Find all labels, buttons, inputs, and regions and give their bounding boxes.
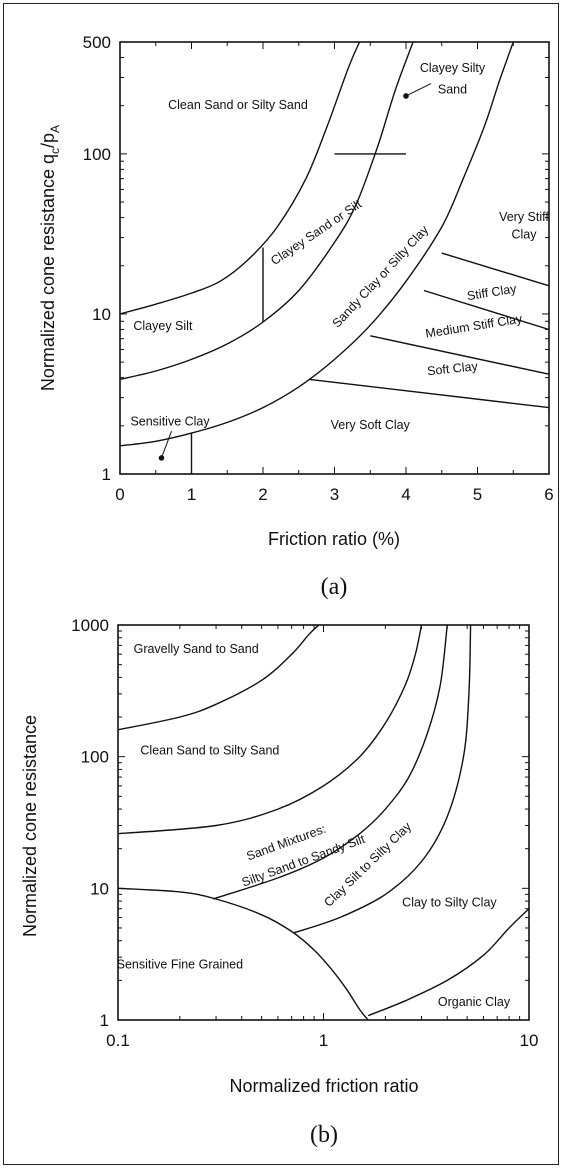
x-tick-label: 0.1 — [106, 1031, 130, 1050]
y-tick-label: 100 — [83, 145, 111, 164]
y-tick-label: 500 — [83, 33, 111, 52]
tick-marks-a — [119, 41, 550, 475]
x-axis-label-b: Normalized friction ratio — [229, 1076, 418, 1096]
marker-leader — [405, 83, 432, 97]
zone-boundaries-a — [119, 41, 550, 474]
x-axis-label-a: Friction ratio (%) — [268, 529, 400, 549]
zone-label: Organic Clay — [438, 995, 511, 1009]
y-tick-label: 10 — [92, 305, 111, 324]
zone-label: Sensitive Fine Grained — [117, 958, 244, 972]
zone-label: Sensitive Clay — [130, 415, 210, 429]
marker-dot — [403, 93, 409, 99]
zone-label: Very Stiff — [499, 210, 549, 224]
markers-a — [158, 83, 432, 461]
zone-label: Clay — [511, 228, 537, 242]
marker-dot — [158, 455, 165, 461]
x-tick-label: 3 — [330, 485, 339, 504]
zone-labels-b: Gravelly Sand to Sand Clean Sand to Silty… — [117, 642, 511, 1009]
zone-label: Clean Sand to Silty Sand — [140, 744, 279, 758]
zone-boundaries-b — [117, 624, 530, 1021]
x-tick-label: 1 — [319, 1031, 328, 1050]
zone-label: Gravelly Sand to Sand — [134, 642, 259, 656]
zone-boundary — [119, 41, 414, 381]
zone-label: Clayey Sand or Silt — [268, 197, 364, 268]
y-tick-label: 1000 — [71, 616, 109, 635]
zone-labels-a: Clean Sand or Silty Sand Clayey Silty Sand… — [130, 61, 549, 432]
zone-boundary — [423, 289, 550, 331]
y-axis-label-a: Normalized cone resistance qc/pA — [38, 125, 62, 391]
tick-marks-b — [117, 624, 530, 1021]
zone-label: Sand — [438, 82, 467, 96]
zone-boundary — [293, 624, 472, 934]
zone-label: Clean Sand or Silty Sand — [168, 98, 308, 112]
x-tick-label: 10 — [520, 1031, 539, 1050]
zone-boundary — [117, 887, 369, 1021]
zone-label: Clay Silt to Silty Clay — [321, 819, 414, 910]
zone-label: Clayey Silty — [420, 61, 486, 75]
zone-boundary — [367, 908, 530, 1017]
zone-label: Medium Stiff Clay — [424, 312, 523, 341]
x-tick-label: 5 — [473, 485, 482, 504]
marker-leader — [161, 431, 172, 459]
zone-boundary — [212, 624, 448, 900]
figure-frame: 1 10 100 500 0 1 2 3 4 5 6 Clean Sand or Silty San… — [3, 3, 559, 1165]
y-tick-label: 10 — [90, 879, 109, 898]
x-tick-label: 2 — [258, 485, 267, 504]
y-tick-label: 1 — [100, 1011, 109, 1030]
zone-boundary — [117, 624, 423, 835]
x-tick-label: 0 — [115, 485, 124, 504]
panel-label-b: (b) — [310, 1122, 338, 1148]
x-tick-label: 4 — [401, 485, 410, 504]
y-axis-label-b: Normalized cone resistance — [20, 715, 40, 937]
zone-label: Soft Clay — [426, 359, 479, 378]
zone-label: Stiff Clay — [466, 281, 518, 303]
y-tick-label: 100 — [81, 748, 109, 767]
y-tick-label: 1 — [102, 465, 111, 484]
zone-label: Clayey Silt — [133, 319, 193, 333]
panel-label-a: (a) — [321, 574, 348, 600]
zone-label: Very Soft Clay — [331, 418, 411, 432]
zone-boundary — [370, 335, 550, 375]
zone-boundary — [309, 378, 550, 409]
x-tick-label: 6 — [544, 485, 553, 504]
zone-label: Clay to Silty Clay — [402, 896, 497, 910]
zone-boundary — [119, 41, 514, 447]
x-tick-label: 1 — [187, 485, 196, 504]
zone-boundary — [441, 252, 550, 287]
zone-boundary — [119, 41, 361, 315]
zone-boundary — [117, 624, 320, 731]
